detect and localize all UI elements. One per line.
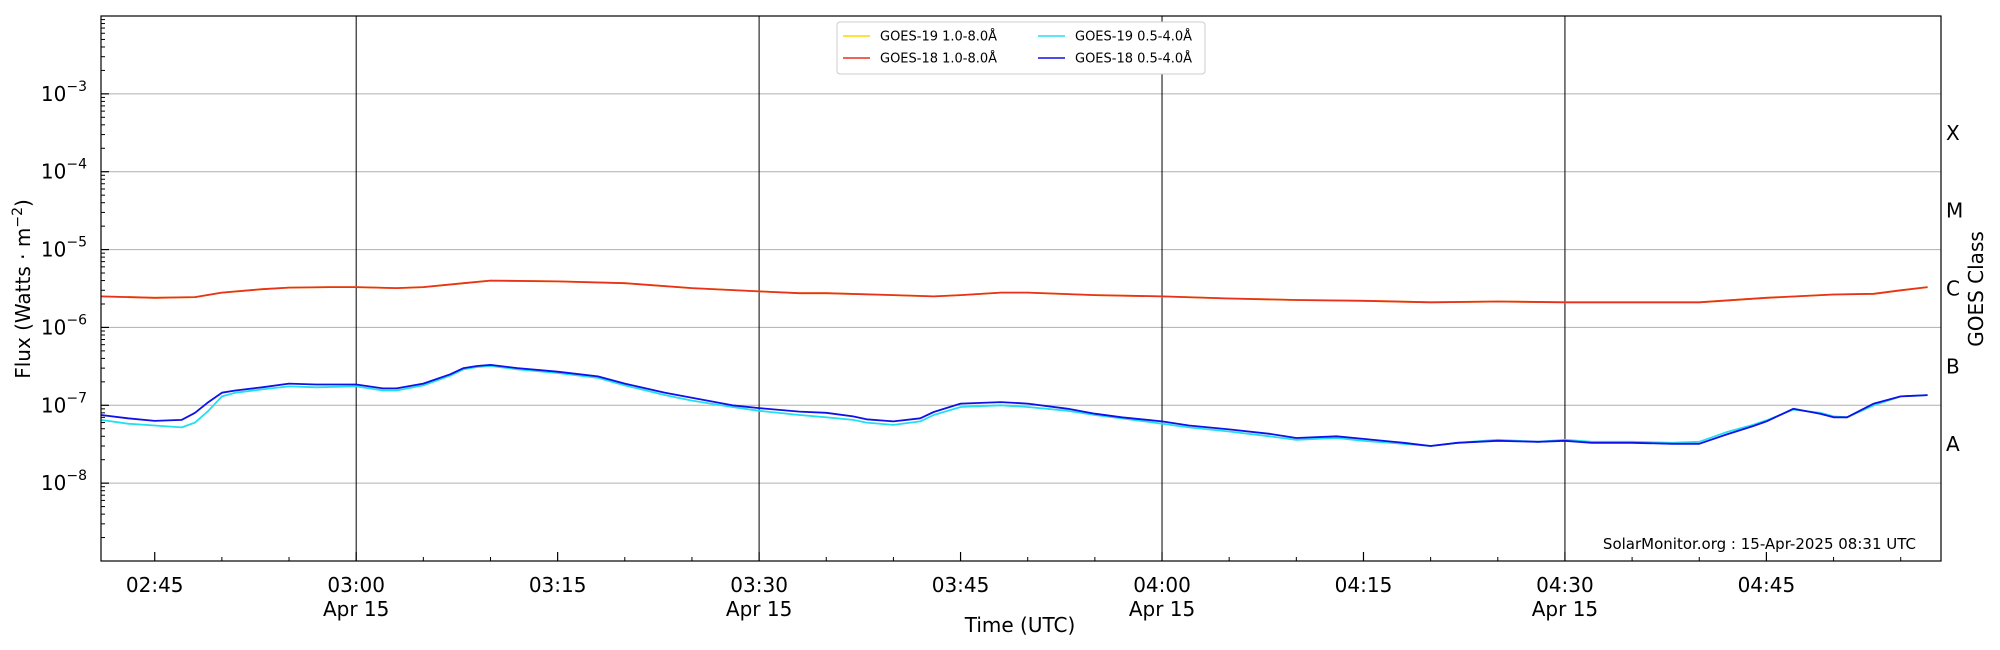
legend-label: GOES-19 1.0-8.0Å (880, 29, 997, 45)
y-axis-title-exponent: −2 (10, 207, 26, 228)
y-tick-label-exponent: −8 (66, 468, 87, 484)
y-tick-label-exponent: −6 (66, 312, 87, 328)
y-tick-label: 10−4 (41, 157, 87, 184)
legend-label: GOES-18 1.0-8.0Å (880, 51, 997, 67)
x-tick-label: 04:00 (1133, 573, 1191, 597)
y-tick-label-exponent: −7 (66, 390, 87, 406)
goes-class-label: C (1946, 277, 1960, 301)
y-tick-label: 10−6 (41, 312, 87, 339)
day-boundary-lines (355, 16, 1566, 561)
y-tick-label: 10−3 (41, 79, 87, 106)
goes-class-labels: A B C M X (1946, 121, 1963, 456)
y-tick-label-base: 10 (41, 315, 66, 339)
y-tick-label-exponent: −5 (66, 235, 87, 251)
y-axis-ticks: 10−810−710−610−510−410−3 (41, 19, 109, 539)
goes-class-label: A (1946, 432, 1960, 456)
x-tick-label: 02:45 (126, 573, 184, 597)
credit-label: SolarMonitor.org : 15-Apr-2025 08:31 UTC (1603, 535, 1916, 553)
goes-class-label: X (1946, 121, 1960, 145)
x-tick-label: 04:45 (1738, 573, 1796, 597)
y-tick-label: 10−8 (41, 468, 87, 495)
y-tick-label: 10−5 (41, 235, 87, 262)
x-tick-date-label: Apr 15 (1532, 597, 1598, 621)
x-axis-title: Time (UTC) (964, 613, 1076, 637)
x-tick-date-label: Apr 15 (323, 597, 389, 621)
y-tick-label-base: 10 (41, 160, 66, 184)
legend-box (836, 21, 1206, 75)
y-tick-label-base: 10 (41, 82, 66, 106)
y-axis-title-close: ) (11, 199, 35, 207)
y-tick-label-exponent: −4 (66, 157, 87, 173)
y-axis-title: Flux (Watts · m−2) (10, 199, 35, 379)
x-tick-label: 04:15 (1335, 573, 1393, 597)
y-tick-label-base: 10 (41, 238, 66, 262)
x-tick-label: 03:15 (529, 573, 587, 597)
x-tick-label: 03:45 (932, 573, 990, 597)
x-tick-date-label: Apr 15 (1129, 597, 1195, 621)
series-line (100, 279, 1928, 304)
goes-class-axis-title: GOES Class (1964, 231, 1988, 347)
goes-class-label: M (1946, 199, 1963, 223)
goes-class-label: B (1946, 354, 1960, 378)
plot-frame (100, 15, 1942, 562)
x-tick-label: 04:30 (1536, 573, 1594, 597)
x-tick-date-label: Apr 15 (726, 597, 792, 621)
grid-lines (101, 93, 1941, 484)
x-tick-label: 03:30 (730, 573, 788, 597)
x-tick-label: 03:00 (327, 573, 385, 597)
series-line (100, 363, 1928, 447)
data-series (100, 279, 1928, 447)
legend-label: GOES-19 0.5-4.0Å (1075, 29, 1192, 45)
y-tick-label: 10−7 (41, 390, 87, 417)
y-tick-label-base: 10 (41, 393, 66, 417)
legend: GOES-19 1.0-8.0Å GOES-19 0.5-4.0Å GOES-18 … (836, 21, 1206, 75)
series-line (100, 365, 1928, 447)
y-axis-title-main: Flux (Watts · m (11, 228, 35, 379)
y-tick-label-exponent: −3 (66, 79, 87, 95)
y-tick-label-base: 10 (41, 471, 66, 495)
legend-label: GOES-18 0.5-4.0Å (1075, 51, 1192, 67)
